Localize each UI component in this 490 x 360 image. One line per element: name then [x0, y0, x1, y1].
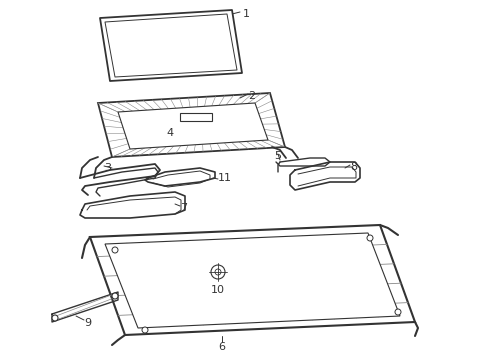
- Text: 5: 5: [274, 151, 281, 161]
- Text: 2: 2: [248, 91, 255, 101]
- Text: 6: 6: [219, 342, 225, 352]
- Text: 7: 7: [180, 203, 187, 213]
- Polygon shape: [100, 10, 242, 81]
- Polygon shape: [105, 233, 400, 328]
- Text: 10: 10: [211, 285, 225, 295]
- Polygon shape: [90, 225, 415, 335]
- Circle shape: [142, 327, 148, 333]
- Circle shape: [395, 309, 401, 315]
- Circle shape: [52, 315, 58, 321]
- Text: 4: 4: [167, 128, 173, 138]
- Text: 8: 8: [350, 162, 357, 172]
- Text: 3: 3: [104, 163, 111, 173]
- Text: 11: 11: [218, 173, 232, 183]
- Circle shape: [211, 265, 225, 279]
- Polygon shape: [118, 103, 268, 149]
- Circle shape: [112, 247, 118, 253]
- Circle shape: [112, 293, 118, 299]
- Circle shape: [215, 269, 221, 275]
- Polygon shape: [98, 93, 285, 157]
- Polygon shape: [180, 113, 212, 121]
- Text: 1: 1: [243, 9, 250, 19]
- Circle shape: [367, 235, 373, 241]
- Text: 9: 9: [84, 318, 91, 328]
